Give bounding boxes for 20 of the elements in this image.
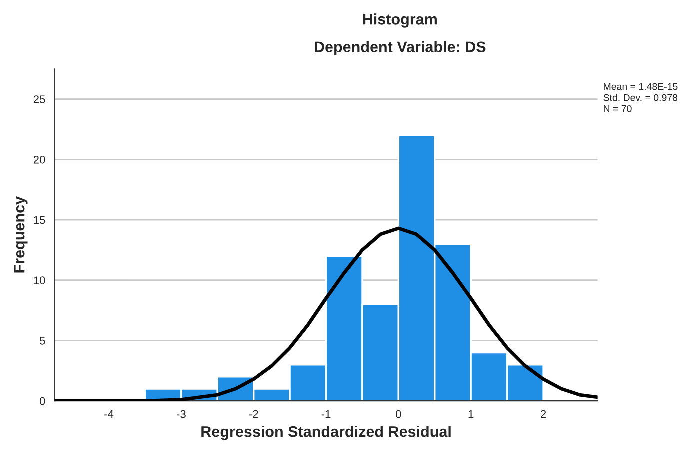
x-tick-label: -3 bbox=[176, 410, 186, 418]
chart-title: Histogram bbox=[363, 14, 437, 28]
x-tick-label: -4 bbox=[104, 410, 114, 418]
text: Std. Dev. = 0.978 bbox=[604, 94, 678, 102]
y-tick-label: 20 bbox=[34, 156, 46, 164]
chart-subtitle: Dependent Variable: DS bbox=[314, 41, 486, 56]
y-tick-label: 25 bbox=[34, 96, 46, 104]
text: Mean = 1.48E-15 bbox=[604, 83, 678, 90]
text: N = 70 bbox=[604, 105, 632, 112]
x-axis-title: Regression Standardized Residual bbox=[202, 426, 451, 440]
x-tick-label: -2 bbox=[249, 410, 258, 418]
x-tick-label: -1 bbox=[322, 410, 331, 418]
x-tick-label: 1 bbox=[468, 410, 474, 418]
x-tick-label: 0 bbox=[396, 410, 402, 418]
y-tick-label: 5 bbox=[40, 337, 46, 345]
y-tick-label: 0 bbox=[40, 397, 46, 406]
x-tick-label: 2 bbox=[540, 410, 546, 418]
y-axis-title: Frequency bbox=[14, 196, 28, 273]
y-tick-label: 10 bbox=[34, 276, 46, 285]
y-tick-label: 15 bbox=[34, 216, 46, 224]
